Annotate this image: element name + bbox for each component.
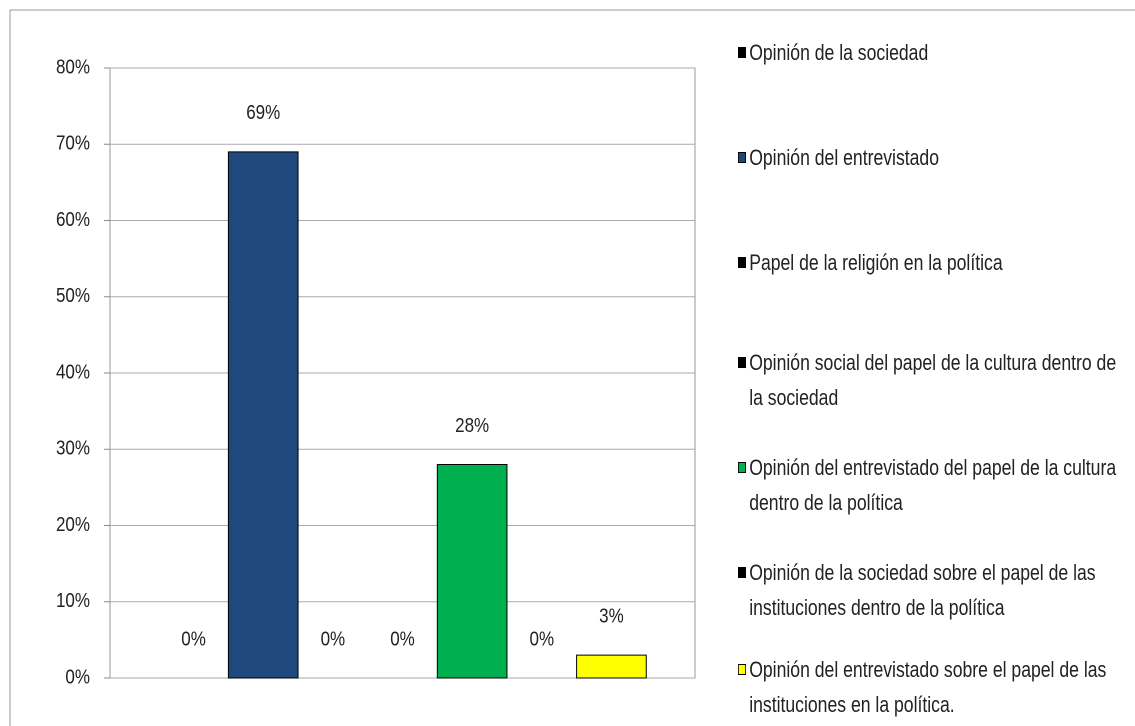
legend-label: Opinión de la sociedad sobre el papel de… [749, 560, 1096, 620]
data-label: 0% [530, 627, 555, 650]
legend-marker [738, 462, 746, 473]
y-tick-label: 80% [56, 55, 90, 78]
legend-entry: Opinión del entrevistado sobre el papel … [738, 652, 1122, 722]
legend-marker [738, 664, 746, 675]
legend-entry: Opinión del entrevistado [738, 140, 1122, 175]
legend-label: Opinión social del papel de la cultura d… [749, 350, 1117, 410]
bar [576, 654, 647, 679]
legend-label: Papel de la religión en la política [749, 250, 1003, 275]
legend-label: Opinión de la sociedad [749, 40, 929, 65]
chart-frame [9, 9, 1135, 726]
y-tick-label: 40% [56, 360, 90, 383]
data-label: 3% [599, 604, 624, 627]
legend-label: Opinión del entrevistado sobre el papel … [749, 657, 1107, 717]
legend-marker [738, 357, 746, 368]
legend-entry: Opinión de la sociedad [738, 35, 1122, 70]
data-label: 28% [455, 413, 489, 436]
legend-entry: Opinión del entrevistado del papel de la… [738, 450, 1122, 520]
legend-entry: Papel de la religión en la política [738, 245, 1122, 280]
y-tick-label: 50% [56, 284, 90, 307]
legend-marker [738, 567, 746, 578]
data-label: 0% [181, 627, 206, 650]
legend-marker [738, 152, 746, 163]
y-tick-label: 70% [56, 131, 90, 154]
y-tick-label: 60% [56, 207, 90, 230]
legend-marker [738, 257, 746, 268]
data-label: 69% [246, 101, 280, 124]
bar [436, 464, 508, 679]
bar [227, 151, 299, 679]
y-tick-label: 0% [65, 665, 90, 688]
legend-marker [738, 47, 746, 58]
legend-entry: Opinión social del papel de la cultura d… [738, 345, 1122, 415]
y-tick-label: 20% [56, 512, 90, 535]
data-label: 0% [390, 627, 415, 650]
legend-entry: Opinión de la sociedad sobre el papel de… [738, 555, 1122, 625]
data-label: 0% [321, 627, 346, 650]
legend-label: Opinión del entrevistado del papel de la… [749, 455, 1117, 515]
y-tick-label: 30% [56, 436, 90, 459]
y-tick-label: 10% [56, 589, 90, 612]
legend-label: Opinión del entrevistado [749, 145, 940, 170]
